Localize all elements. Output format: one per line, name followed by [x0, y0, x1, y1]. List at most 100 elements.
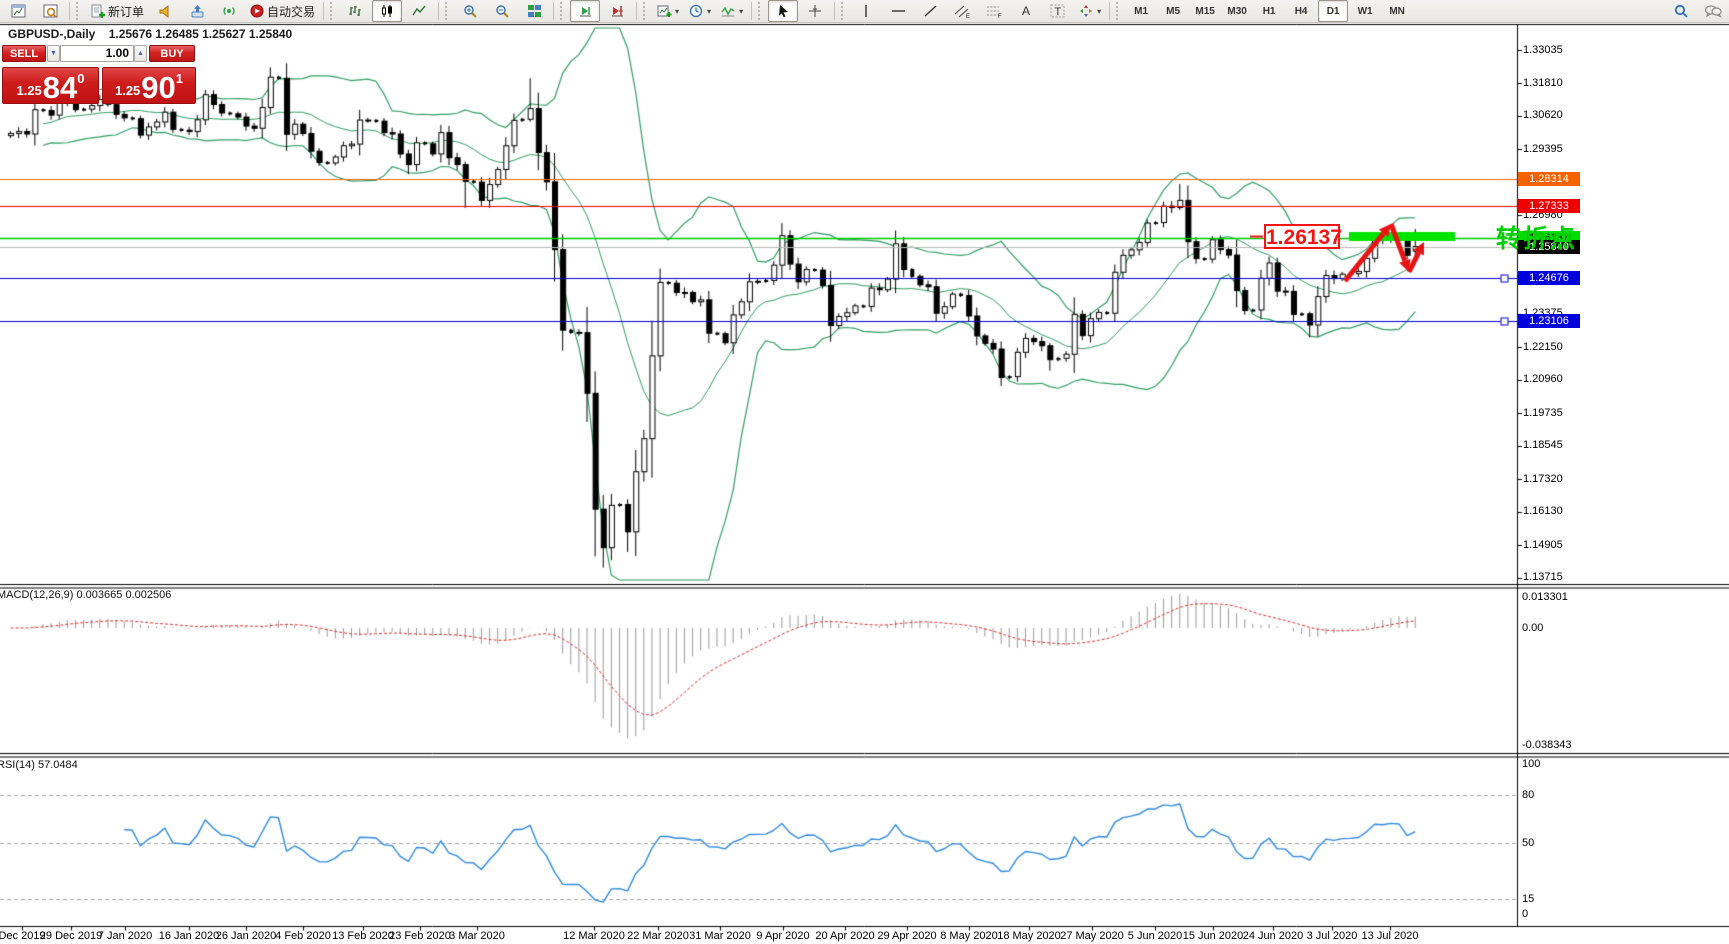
search-icon[interactable] — [1666, 0, 1696, 22]
sell-button[interactable]: SELL — [2, 45, 46, 62]
chart-shift-icon — [610, 4, 625, 18]
sell-price-sup: 0 — [77, 71, 85, 86]
signals-icon — [222, 4, 237, 18]
tf-M15[interactable]: M15 — [1195, 5, 1215, 17]
alert-horn-icon[interactable] — [150, 0, 180, 22]
tf-MN[interactable]: MN — [1389, 5, 1405, 17]
time-axis-label: 23 Feb 2020 — [389, 930, 451, 942]
time-axis-label: 29 Dec 2019 — [39, 930, 103, 942]
auto-scroll-icon — [578, 4, 593, 18]
time-axis-label: 3 Jul 2020 — [1306, 930, 1358, 942]
signals-icon[interactable] — [214, 0, 244, 22]
buy-price-sup: 1 — [175, 71, 184, 86]
indicators-icon[interactable]: ▾ — [717, 0, 747, 22]
line-chart-icon[interactable] — [404, 0, 434, 22]
macd-main-value: 0.003665 — [76, 589, 123, 601]
price-axis-tick: 1.20960 — [1523, 373, 1563, 386]
volume-input[interactable]: 1.00 — [60, 45, 134, 62]
profile-window-icon[interactable] — [35, 0, 65, 22]
rsi-scale-label: 15 — [1522, 892, 1535, 905]
horizontal-line-icon — [891, 4, 906, 18]
sell-price-box[interactable]: 1.25 84 0 — [2, 67, 99, 104]
price-badge: 1.24676 — [1518, 271, 1580, 286]
svg-text:E: E — [966, 14, 970, 19]
chart-window-icon[interactable] — [3, 0, 33, 22]
time-axis-label: 13 Feb 2020 — [332, 930, 394, 942]
time-axis-label: 18 May 2020 — [997, 930, 1061, 942]
trendline-icon — [923, 4, 938, 18]
chat-icon[interactable] — [1698, 0, 1728, 22]
tf-M1[interactable]: M1 — [1134, 5, 1149, 17]
zoom-in-icon — [463, 4, 478, 18]
chart-window-icon — [11, 4, 26, 18]
crosshair-icon[interactable] — [800, 0, 830, 22]
macd-scale-label: -0.038343 — [1522, 738, 1572, 751]
zoom-out-icon[interactable] — [487, 0, 517, 22]
price-annotation-box[interactable]: 1.26137 — [1264, 224, 1342, 249]
macd-scale-label: 0.00 — [1522, 621, 1544, 634]
dropdown-caret-icon: ▾ — [707, 6, 712, 16]
toolbar-separator — [834, 2, 836, 20]
sell-price-prefix: 1.25 — [16, 83, 42, 98]
toolbar-grip — [76, 2, 82, 20]
candlestick-chart-icon[interactable] — [372, 0, 403, 22]
turning-point-note[interactable]: 转折点 — [1496, 225, 1578, 253]
toolbar: 新订单 自动交易 ▾ ▾ ▾ E F A T ▾ M1 M5 M15 M30 H1 H4 D1 W1 MN — [0, 0, 1729, 23]
macd-indicator-label: MACD(12,26,9) 0.003665 0.002506 — [0, 589, 172, 601]
time-axis-label: Dec 2019 — [0, 930, 46, 942]
rsi-scale-label: 100 — [1522, 758, 1541, 770]
text-icon[interactable]: A — [1011, 0, 1041, 22]
buy-price-box[interactable]: 1.25 90 1 — [102, 67, 196, 104]
tf-H4[interactable]: H4 — [1294, 5, 1308, 17]
text-label-icon[interactable]: T — [1043, 0, 1073, 22]
arrows-icon[interactable]: ▾ — [1075, 0, 1105, 22]
tf-H1[interactable]: H1 — [1262, 5, 1276, 17]
price-axis-tick: 1.29395 — [1523, 142, 1563, 155]
new-template-icon[interactable]: ▾ — [653, 0, 683, 22]
tf-M30[interactable]: M30 — [1227, 5, 1247, 17]
channel-icon[interactable]: E — [947, 0, 977, 22]
channel-icon: E — [954, 4, 971, 19]
arrows-icon — [1079, 4, 1094, 18]
toolbar-grip — [330, 2, 336, 20]
buy-button[interactable]: BUY — [149, 45, 195, 62]
trendline-icon[interactable] — [915, 0, 945, 22]
autotrade-icon[interactable]: 自动交易 — [246, 0, 319, 22]
time-axis-label: 31 Mar 2020 — [689, 930, 751, 942]
tf-W1[interactable]: W1 — [1357, 5, 1373, 17]
new-order-icon[interactable]: 新订单 — [86, 0, 148, 22]
zoom-in-icon[interactable] — [455, 0, 485, 22]
vertical-line-icon[interactable] — [851, 0, 881, 22]
period-icon — [689, 4, 704, 18]
time-axis-label: 12 Mar 2020 — [563, 930, 625, 942]
dropdown-caret-icon: ▾ — [675, 6, 680, 16]
cursor-icon[interactable] — [768, 0, 799, 22]
macd-signal-value: 0.002506 — [125, 589, 172, 601]
horizontal-line-icon[interactable] — [883, 0, 913, 22]
candlestick-chart-icon — [380, 4, 395, 18]
fibonacci-icon[interactable]: F — [979, 0, 1009, 22]
publish-chart-icon[interactable] — [182, 0, 212, 22]
tile-windows-icon[interactable] — [519, 0, 549, 22]
chart-shift-icon[interactable] — [602, 0, 632, 22]
price-axis-tick: 1.17320 — [1523, 472, 1563, 485]
toolbar-separator — [1109, 2, 1111, 20]
price-axis-tick: 1.19735 — [1523, 406, 1563, 419]
price-axis-tick: 1.14905 — [1523, 538, 1563, 551]
vertical-line-icon — [860, 4, 873, 18]
time-axis-label: 22 Mar 2020 — [627, 930, 689, 942]
time-axis-label: 9 Apr 2020 — [756, 930, 810, 942]
auto-scroll-icon[interactable] — [570, 0, 601, 22]
time-axis-label: 24 Jun 2020 — [1242, 930, 1304, 942]
tf-M5[interactable]: M5 — [1166, 5, 1181, 17]
autotrade-icon — [250, 4, 265, 18]
toolbar-grip — [1116, 2, 1122, 20]
toolbar-separator — [323, 2, 325, 20]
tf-D1[interactable]: D1 — [1318, 0, 1349, 22]
sell-price-main: 84 — [42, 69, 78, 105]
volume-decrease-button[interactable]: ▼ — [47, 45, 60, 62]
period-icon[interactable]: ▾ — [685, 0, 715, 22]
volume-increase-button[interactable]: ▲ — [134, 45, 147, 62]
bar-chart-icon[interactable] — [340, 0, 370, 22]
